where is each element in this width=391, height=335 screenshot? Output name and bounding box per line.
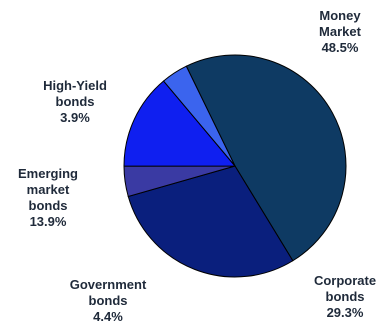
slice-label-money-market: Money Market 48.5%	[300, 8, 380, 56]
pie-slice-money-market	[185, 54, 347, 262]
slice-label-corporate-bonds: Corporate bonds 29.3%	[300, 273, 390, 321]
slice-label-high-yield-bonds: High-Yield bonds 3.9%	[30, 78, 120, 126]
pie-slice-corporate-bonds	[127, 165, 294, 278]
slice-name-line: bonds	[28, 198, 68, 213]
slice-value-label: 48.5%	[321, 40, 359, 55]
slice-value-label: 13.9%	[29, 214, 67, 229]
slice-name-line: market	[26, 182, 70, 197]
slice-label-emerging-market-bonds: Emerging market bonds 13.9%	[8, 166, 88, 230]
slice-name-line: bonds	[325, 289, 365, 304]
pie-slice-high-yield-bonds	[162, 65, 236, 167]
slice-value-label: 29.3%	[326, 305, 364, 320]
pie-slice-emerging-market-bonds	[123, 80, 237, 167]
slice-name-line: bonds	[55, 94, 95, 109]
slice-label-government-bonds: Government bonds 4.4%	[58, 277, 158, 325]
slice-name-line: Money	[319, 8, 361, 23]
slice-value-label: 4.4%	[93, 309, 123, 324]
slice-name-line: Emerging	[18, 166, 78, 181]
slice-name-line: High-Yield	[43, 78, 107, 93]
slice-name-line: Government	[69, 277, 147, 292]
slice-value-label: 3.9%	[60, 110, 90, 125]
slice-name-line: bonds	[88, 293, 128, 308]
slice-name-line: Market	[319, 24, 361, 39]
pie-slices	[123, 54, 347, 278]
slice-name-line: Corporate	[313, 273, 377, 288]
